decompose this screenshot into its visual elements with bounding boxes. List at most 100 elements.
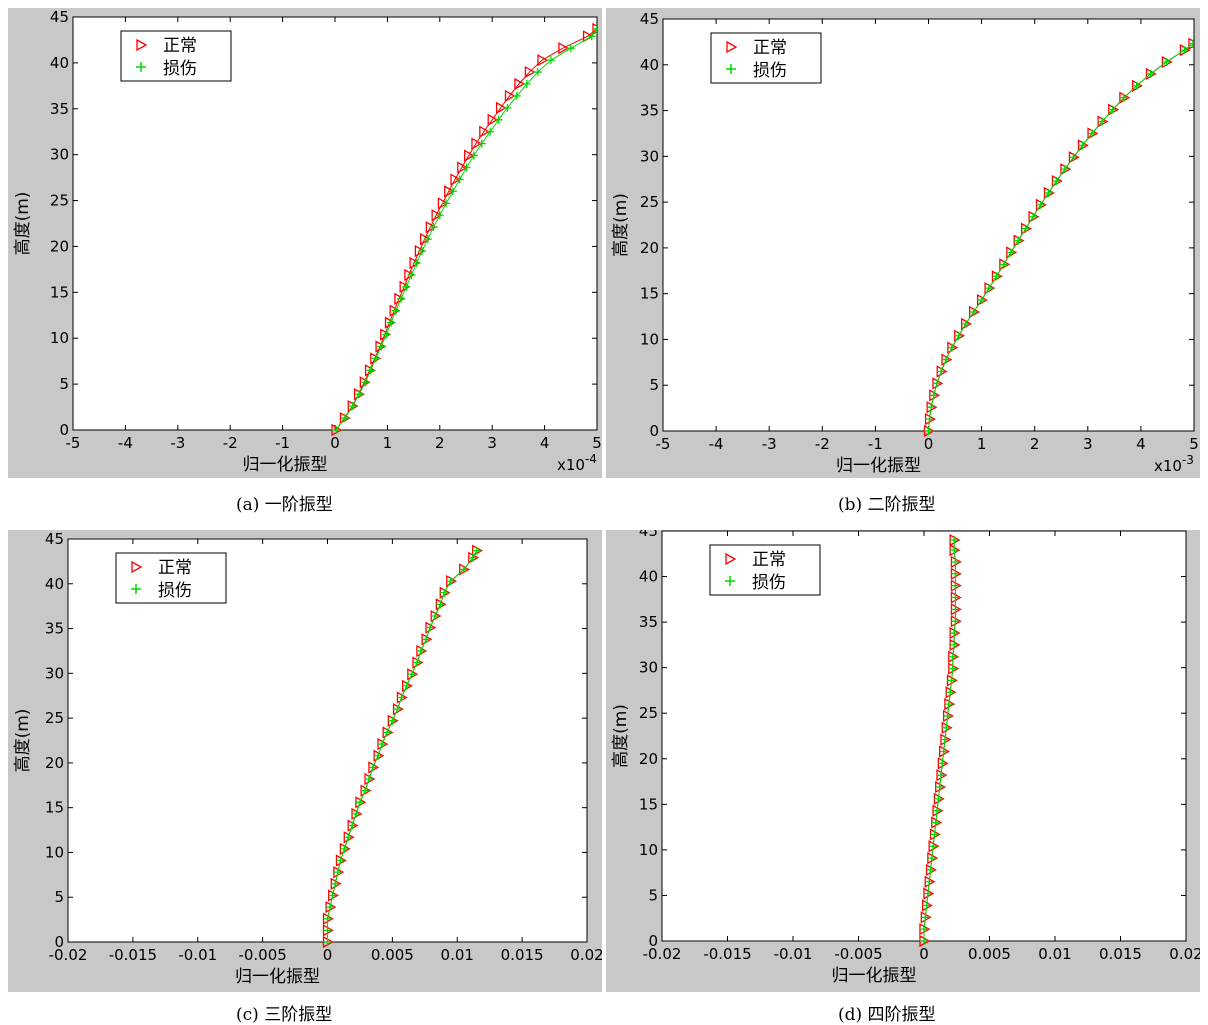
data-point-damaged (1146, 69, 1155, 78)
data-point-damaged (412, 258, 421, 267)
data-point-damaged (468, 553, 477, 562)
x-axis-label: 归一化振型 (832, 966, 917, 986)
data-point-damaged (593, 24, 597, 33)
legend-marker-normal (725, 552, 737, 566)
data-point-damaged (431, 612, 440, 621)
data-point-damaged (426, 623, 435, 632)
x-axis-label: 归一化振型 (836, 456, 921, 476)
legend-marker-damaged (726, 64, 736, 74)
data-point-damaged (1029, 212, 1038, 221)
series-group (322, 544, 484, 949)
x-tick-label: -4 (709, 435, 724, 453)
data-point-damaged (462, 163, 471, 172)
legend-label-damaged: 损伤 (158, 581, 192, 601)
x-multiplier-label: x10-3 (1154, 453, 1194, 475)
y-tick-label: 30 (45, 664, 64, 682)
x-tick-label: -1 (275, 434, 290, 452)
x-tick-label: -0.01 (178, 946, 217, 964)
data-point-normal (514, 77, 526, 91)
plot-area (661, 530, 1187, 942)
y-tick-label: 40 (45, 575, 64, 593)
y-tick-label: 15 (45, 799, 64, 817)
x-tick-label: 5 (1189, 435, 1199, 453)
plot-area (662, 18, 1195, 432)
y-tick-label: 25 (45, 709, 64, 727)
data-point-damaged (951, 581, 960, 590)
data-point-damaged (950, 629, 959, 638)
legend-box (115, 552, 227, 604)
data-point-damaged (1088, 129, 1097, 138)
data-point-damaged (935, 783, 944, 792)
chart-a-caption: (a) 一阶振型 (236, 495, 333, 515)
data-point-damaged (1069, 153, 1078, 162)
data-point-damaged (323, 938, 332, 946)
data-point-damaged (382, 330, 391, 339)
data-point-normal (504, 89, 516, 103)
y-tick-label: 10 (50, 329, 69, 347)
chart-c-caption: (c) 三阶振型 (236, 1005, 333, 1025)
data-point-normal (537, 54, 549, 67)
series-line-damaged (928, 43, 1194, 432)
data-point-normal (471, 137, 483, 150)
data-point-damaged (930, 830, 939, 839)
data-point-damaged (323, 914, 332, 923)
x-tick-label: 4 (1136, 435, 1146, 453)
data-point-damaged (440, 588, 449, 597)
data-point-damaged (332, 426, 341, 434)
data-point-damaged (442, 199, 451, 208)
x-tick-label: 0.01 (441, 946, 474, 964)
data-point-damaged (455, 175, 464, 184)
y-axis-label: 高度(m) (13, 709, 33, 773)
x-tick-label: -4 (118, 434, 133, 452)
data-point-damaged (472, 546, 481, 555)
data-point-damaged (939, 747, 948, 756)
y-tick-label: 0 (59, 421, 69, 439)
data-point-damaged (951, 605, 960, 614)
plot-area (67, 538, 588, 943)
data-point-damaged (1078, 141, 1087, 150)
data-point-damaged (546, 56, 555, 65)
data-point-damaged (1021, 224, 1030, 233)
x-tick-label: 0.02 (1169, 945, 1200, 963)
x-tick-label: 0.005 (968, 945, 1011, 963)
data-point-damaged (951, 569, 960, 578)
legend-label-normal: 正常 (752, 550, 786, 570)
data-point-damaged (927, 403, 936, 412)
data-point-damaged (937, 367, 946, 376)
y-axis-label: 高度(m) (13, 192, 33, 256)
x-tick-label: 0.015 (1099, 945, 1142, 963)
x-tick-label: 1 (977, 435, 987, 453)
data-point-damaged (1132, 81, 1141, 90)
data-point-damaged (954, 331, 963, 340)
data-point-damaged (371, 354, 380, 363)
data-point-damaged (587, 32, 596, 41)
data-point-damaged (355, 798, 364, 807)
y-tick-label: 5 (59, 375, 69, 393)
data-point-damaged (926, 865, 935, 874)
data-point-damaged (942, 723, 951, 732)
legend-box (710, 32, 822, 84)
data-point-damaged (992, 272, 1001, 281)
data-point-normal (409, 256, 421, 270)
y-tick-label: 5 (649, 376, 659, 394)
data-point-normal (431, 209, 443, 222)
data-point-damaged (969, 307, 978, 316)
y-tick-label: 20 (50, 237, 69, 255)
data-point-damaged (391, 306, 400, 315)
data-point-damaged (366, 366, 375, 375)
data-point-normal (450, 173, 462, 186)
data-point-normal (495, 101, 507, 114)
y-tick-label: 25 (640, 193, 659, 211)
x-tick-label: 0.005 (371, 946, 414, 964)
y-tick-label: 10 (45, 843, 64, 861)
data-point-damaged (1119, 93, 1128, 102)
y-tick-label: 30 (640, 147, 659, 165)
data-point-damaged (938, 759, 947, 768)
x-tick-label: -0.005 (238, 946, 286, 964)
y-tick-label: 5 (648, 886, 658, 904)
data-point-damaged (947, 343, 956, 352)
chart-b-caption: (b) 二阶振型 (838, 495, 936, 515)
data-point-damaged (951, 617, 960, 626)
data-point-normal (404, 268, 416, 282)
